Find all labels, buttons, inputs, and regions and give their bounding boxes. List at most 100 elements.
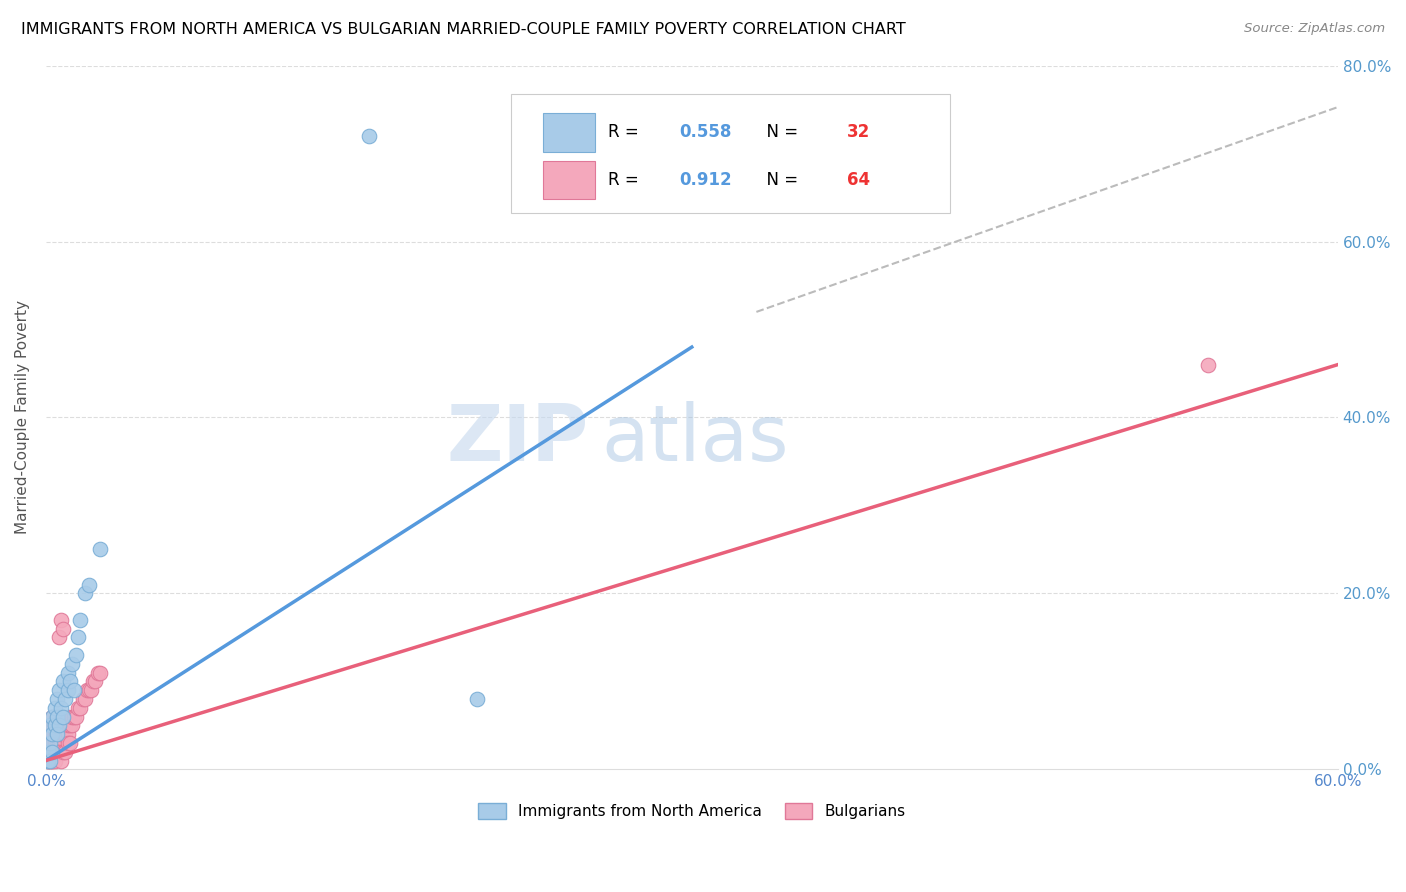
Point — [53, 727, 76, 741]
Point — [1198, 358, 1220, 372]
Point — [41, 727, 63, 741]
Point — [49, 754, 72, 768]
Point — [39, 718, 62, 732]
Point — [52, 674, 75, 689]
Point — [49, 613, 72, 627]
Text: N =: N = — [756, 171, 804, 189]
Point — [65, 709, 87, 723]
Point — [56, 709, 79, 723]
Point — [48, 736, 70, 750]
Point — [37, 754, 59, 768]
Point — [45, 709, 67, 723]
Point — [77, 577, 100, 591]
Point — [41, 727, 63, 741]
Point — [39, 736, 62, 750]
Point — [84, 674, 107, 689]
Point — [59, 718, 82, 732]
Point — [37, 736, 59, 750]
Point — [63, 709, 86, 723]
Text: N =: N = — [756, 123, 804, 142]
Point — [39, 727, 62, 741]
Point — [60, 709, 83, 723]
Point — [77, 683, 100, 698]
Point — [44, 727, 66, 741]
Point — [80, 683, 103, 698]
Point — [65, 648, 87, 662]
Point — [72, 692, 94, 706]
Point — [41, 718, 63, 732]
Point — [49, 727, 72, 741]
FancyBboxPatch shape — [543, 161, 595, 199]
Point — [45, 736, 67, 750]
Point — [39, 754, 62, 768]
FancyBboxPatch shape — [510, 94, 950, 213]
Point — [52, 745, 75, 759]
Point — [49, 736, 72, 750]
Point — [52, 727, 75, 741]
Point — [67, 631, 90, 645]
Point — [41, 745, 63, 759]
Point — [48, 718, 70, 732]
Point — [56, 736, 79, 750]
Point — [41, 745, 63, 759]
Point — [89, 542, 111, 557]
Point — [59, 736, 82, 750]
Point — [48, 683, 70, 698]
Point — [60, 718, 83, 732]
Point — [53, 692, 76, 706]
Point — [73, 692, 96, 706]
Point — [52, 709, 75, 723]
Y-axis label: Married-Couple Family Poverty: Married-Couple Family Poverty — [15, 301, 30, 534]
Point — [52, 718, 75, 732]
Point — [45, 745, 67, 759]
Point — [37, 745, 59, 759]
Point — [73, 586, 96, 600]
Point — [89, 665, 111, 680]
Point — [44, 745, 66, 759]
Point — [41, 709, 63, 723]
Point — [44, 754, 66, 768]
Point — [56, 718, 79, 732]
Text: R =: R = — [607, 123, 644, 142]
Point — [56, 665, 79, 680]
Point — [465, 692, 488, 706]
Point — [53, 718, 76, 732]
Text: 0.558: 0.558 — [679, 123, 731, 142]
Point — [37, 745, 59, 759]
Point — [44, 718, 66, 732]
Point — [37, 754, 59, 768]
Point — [39, 754, 62, 768]
Point — [45, 727, 67, 741]
Text: 32: 32 — [846, 123, 870, 142]
Legend: Immigrants from North America, Bulgarians: Immigrants from North America, Bulgarian… — [472, 797, 911, 825]
Point — [67, 700, 90, 714]
Point — [48, 745, 70, 759]
Point — [45, 745, 67, 759]
Text: R =: R = — [607, 171, 644, 189]
Point — [357, 128, 380, 143]
Point — [59, 674, 82, 689]
Point — [60, 657, 83, 671]
Point — [76, 683, 98, 698]
Point — [49, 700, 72, 714]
Point — [39, 718, 62, 732]
Point — [41, 709, 63, 723]
Point — [63, 683, 86, 698]
Text: Source: ZipAtlas.com: Source: ZipAtlas.com — [1244, 22, 1385, 36]
Point — [86, 665, 108, 680]
Point — [53, 745, 76, 759]
Text: 64: 64 — [846, 171, 870, 189]
Point — [69, 613, 91, 627]
FancyBboxPatch shape — [543, 113, 595, 152]
Point — [44, 736, 66, 750]
Point — [45, 727, 67, 741]
Point — [41, 736, 63, 750]
Text: ZIP: ZIP — [446, 401, 589, 476]
Point — [44, 700, 66, 714]
Point — [39, 745, 62, 759]
Point — [41, 754, 63, 768]
Point — [45, 692, 67, 706]
Point — [69, 700, 91, 714]
Point — [39, 736, 62, 750]
Point — [45, 718, 67, 732]
